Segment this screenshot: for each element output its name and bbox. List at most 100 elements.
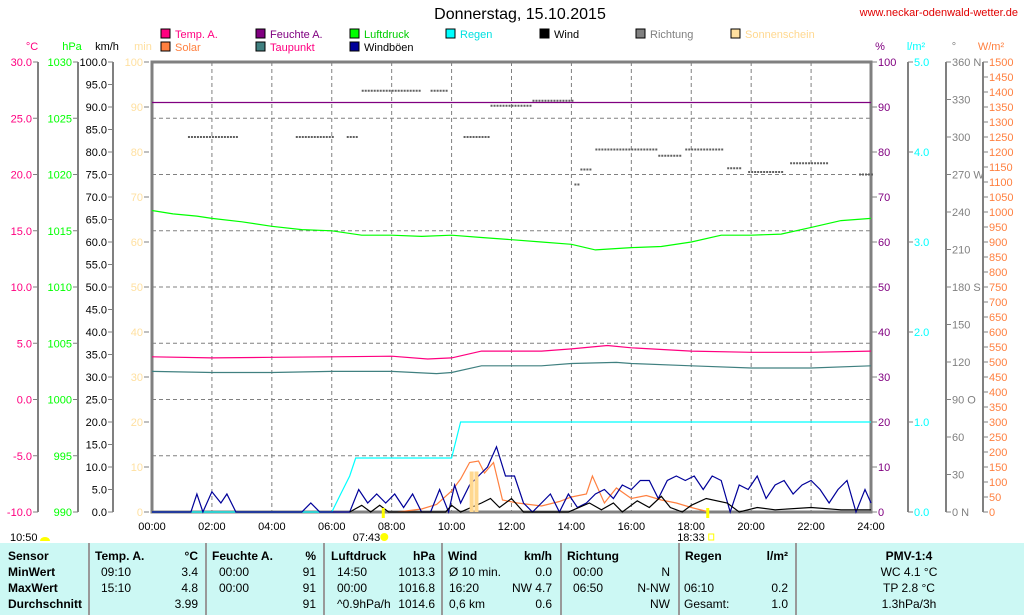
axis-label-rain: 2.0 [914, 327, 929, 339]
axis-unit-dir: ° [952, 41, 956, 53]
moon-icon [708, 533, 715, 541]
axis-label-solar: 200 [989, 447, 1007, 459]
series-taupunkt [151, 361, 872, 375]
direction-dot [442, 89, 445, 92]
direction-dot [505, 104, 508, 107]
direction-dot [352, 136, 355, 138]
direction-dot [712, 148, 715, 151]
direction-dot [412, 89, 415, 92]
direction-dot [535, 99, 538, 102]
direction-dot [220, 136, 223, 138]
axis-label-pct: 100 [878, 57, 896, 69]
direction-dot [511, 104, 514, 107]
legend-swatch [349, 28, 360, 39]
axis-label-kmh: 5.0 [92, 485, 107, 497]
axis-label-dir: 30 [952, 470, 964, 482]
direction-dot [697, 148, 700, 151]
axis-label-solar: 0 [989, 507, 995, 519]
direction-dot [703, 148, 706, 151]
legend-swatch [160, 28, 171, 39]
direction-dot [862, 173, 865, 176]
humidity-time: 00:00 [219, 581, 250, 595]
axis-label-solar: 100 [989, 477, 1007, 489]
direction-dot [604, 148, 607, 151]
wind-time: 16:20 [449, 581, 480, 595]
direction-dot [718, 148, 721, 151]
axis-label-solar: 1000 [989, 207, 1013, 219]
axis-label-temp: -10.0 [7, 507, 32, 519]
axis-label-min: 100 [125, 57, 143, 69]
axis-label-solar: 450 [989, 372, 1007, 384]
direction-dot [814, 162, 817, 165]
axis-label-pct: 70 [878, 192, 890, 204]
axis-label-min: 30 [131, 372, 143, 384]
direction-dot [583, 168, 586, 171]
direction-dot [760, 171, 763, 173]
pressure-time: 00:00 [337, 581, 368, 595]
axis-label-hpa: 990 [54, 507, 72, 519]
legend-label: Luftdruck [364, 29, 410, 41]
direction-dot [532, 99, 535, 102]
series-luftdruck [151, 209, 872, 251]
row-label: Durchschnitt [8, 597, 83, 611]
direction-dot [481, 136, 484, 138]
direction-dot [646, 148, 649, 151]
direction-dot [529, 104, 532, 107]
direction-dot [190, 136, 193, 138]
summary-table: Sensor Temp. A. °C Feuchte A.% Luftdruck hPa W… [0, 543, 1024, 615]
axis-label-min: 50 [131, 282, 143, 294]
axis-label-solar: 1200 [989, 147, 1013, 159]
direction-dot [382, 89, 385, 92]
direction-dot [319, 136, 322, 138]
direction-dot [556, 99, 559, 102]
axis-label-solar: 1050 [989, 192, 1013, 204]
x-tick-label: 02:00 [198, 521, 226, 533]
direction-dot [322, 136, 325, 138]
direction-dot [544, 99, 547, 102]
axis-label-kmh: 95.0 [86, 80, 107, 92]
direction-dot [514, 104, 517, 107]
direction-dot [199, 136, 202, 138]
axis-label-kmh: 65.0 [86, 215, 107, 227]
pmv-value: WC 4.1 °C [880, 565, 938, 579]
axis-label-kmh: 50.0 [86, 282, 107, 294]
direction-dot [628, 148, 631, 151]
header-pmv: PMV-1:4 [885, 549, 933, 563]
axis-label-dir: 120 [952, 357, 970, 369]
sunset-time: 18:33 [677, 532, 705, 543]
direction-dot [793, 162, 796, 165]
direction-dot [520, 104, 523, 107]
axis-label-solar: 600 [989, 327, 1007, 339]
direction-dot [316, 136, 319, 138]
axis-unit-pct: % [875, 41, 885, 53]
sunshine-bar [474, 471, 479, 512]
legend-label: Solar [175, 42, 201, 54]
axis-label-solar: 1150 [989, 162, 1013, 174]
direction-dot [472, 136, 475, 138]
direction-dot [430, 89, 433, 92]
sunrise-time: 07:43 [353, 532, 381, 543]
direction-dot [658, 154, 661, 157]
direction-dot [577, 183, 580, 186]
header-temp-unit: °C [184, 549, 198, 563]
direction-dot [208, 136, 211, 138]
site-url-link[interactable]: www.neckar-odenwald-wetter.de [859, 7, 1018, 19]
axis-label-min: 60 [131, 237, 143, 249]
table-divider [323, 543, 325, 615]
direction-dot [400, 89, 403, 92]
axis-label-dir: 360 N [952, 57, 981, 69]
axis-label-kmh: 90.0 [86, 102, 107, 114]
direction-dot [469, 136, 472, 138]
legend-swatch [445, 28, 456, 39]
plot-frame [150, 60, 873, 514]
direction-dot [466, 136, 469, 138]
direction-dot [649, 148, 652, 151]
direction-dot [409, 89, 412, 92]
axis-label-rain: 4.0 [914, 147, 929, 159]
x-tick-label: 08:00 [378, 521, 406, 533]
direction-dot [748, 171, 751, 173]
direction-value: N [661, 565, 670, 579]
temp-value: 4.8 [181, 581, 198, 595]
direction-dot [403, 89, 406, 92]
axis-label-min: 70 [131, 192, 143, 204]
